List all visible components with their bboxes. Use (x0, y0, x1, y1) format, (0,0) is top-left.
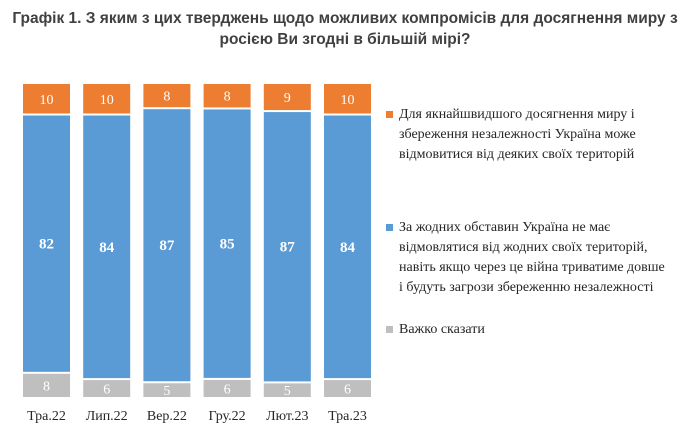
bar-segment (263, 112, 311, 382)
bar-segment (324, 115, 371, 379)
bar-segment (263, 84, 311, 111)
data-label: 6 (344, 383, 351, 398)
bar-segment (23, 373, 70, 397)
data-label: 84 (99, 240, 115, 256)
legend-label: Для якнайшвидшого досягнення миру і збер… (399, 107, 636, 162)
bar-segment (203, 109, 251, 378)
data-label: 6 (103, 383, 110, 398)
x-tick-label: Тра.23 (328, 409, 367, 424)
bar-segment (203, 84, 251, 108)
data-label: 8 (43, 379, 50, 394)
data-label: 10 (100, 93, 114, 108)
legend-item-no-concession: За жодних обставин Україна не має відмов… (385, 218, 685, 298)
legend-swatch-orange (386, 111, 393, 118)
legend-swatch-gray (386, 326, 393, 333)
bar-segment (263, 383, 311, 397)
legend-item-hard-to-say: Важко сказати (385, 320, 685, 340)
legend-label: Важко сказати (399, 322, 485, 337)
data-label: 9 (284, 91, 291, 106)
data-label: 6 (224, 382, 231, 397)
data-label: 84 (340, 240, 356, 256)
data-label: 8 (224, 90, 231, 105)
x-tick-label: Лип.22 (86, 409, 128, 424)
data-label: 10 (40, 93, 54, 108)
data-label: 85 (220, 237, 235, 253)
bar-segment (83, 84, 131, 114)
x-tick-label: Вер.22 (147, 409, 187, 424)
legend-swatch-blue (386, 224, 393, 231)
bar-segment (324, 84, 371, 114)
bar-segment (143, 84, 191, 108)
x-tick-label: Тра.22 (27, 409, 66, 424)
legend-item-compromise: Для якнайшвидшого досягнення миру і збер… (385, 105, 685, 165)
bar-segment (83, 115, 131, 379)
bar-segment (23, 84, 70, 114)
data-label: 10 (341, 93, 355, 108)
title-line-2: росією Ви згодні в більшій мірі? (219, 31, 471, 48)
data-label: 82 (39, 237, 54, 253)
bar-segment (324, 380, 371, 397)
data-label: 5 (163, 384, 170, 399)
bar-segment (23, 115, 70, 372)
bar-segment (203, 379, 251, 397)
x-tick-label: Гру.22 (209, 409, 246, 424)
bar-segment (83, 380, 131, 397)
legend-label: За жодних обставин Україна не має відмов… (399, 220, 665, 295)
bar-segment (143, 383, 191, 397)
chart-title: Графік 1. З яким з цих тверджень щодо мо… (0, 8, 690, 50)
data-label: 8 (163, 90, 170, 105)
data-label: 87 (159, 238, 175, 254)
x-tick-label: Лют.23 (266, 409, 308, 424)
data-label: 5 (284, 384, 291, 399)
data-label: 87 (280, 240, 296, 256)
title-line-1: Графік 1. З яким з цих тверджень щодо мо… (12, 10, 678, 27)
bar-segment (143, 109, 191, 382)
